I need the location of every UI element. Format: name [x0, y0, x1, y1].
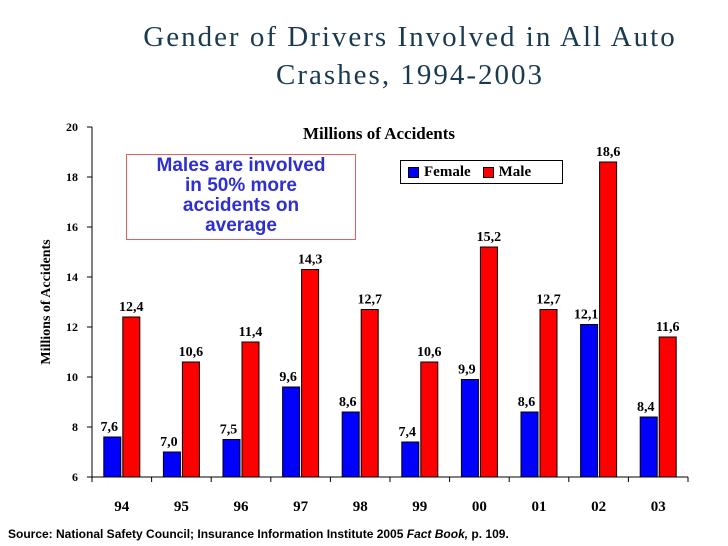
plot-area: 6 8 10 12 14 16 18 20 94 7,6 12,4 95 7,0 10,6 96 7,5 11,…: [66, 120, 689, 515]
data-label-female: 7,6: [101, 420, 119, 435]
bar-male: [181, 361, 200, 478]
bar-male: [420, 361, 439, 478]
data-label-male: 14,3: [298, 253, 323, 268]
data-label-male: 11,4: [239, 325, 263, 340]
legend: Female Male: [400, 160, 563, 184]
x-tick-label: 01: [532, 499, 547, 515]
legend-item-female: Female: [408, 164, 471, 181]
legend-label-male: Male: [498, 163, 532, 180]
x-tick-label: 03: [651, 499, 666, 515]
callout-line-3: accidents on: [182, 195, 300, 216]
data-label-male: 12,4: [119, 300, 144, 315]
legend-swatch-female: [408, 166, 419, 178]
legend-label-female: Female: [424, 163, 471, 180]
x-tick-label: 97: [293, 499, 309, 515]
data-label-male: 12,7: [536, 293, 561, 308]
data-label-female: 7,5: [220, 423, 238, 438]
callout-line-2: in 50% more: [185, 175, 297, 196]
data-label-male: 12,7: [357, 293, 382, 308]
y-tick-label: 14: [66, 270, 78, 284]
bar-female: [520, 411, 539, 478]
bar-female: [222, 439, 241, 478]
x-tick-label: 98: [353, 499, 368, 515]
data-label-male: 10,6: [179, 345, 204, 360]
bar-male: [241, 341, 260, 478]
source-book: Fact Book,: [406, 527, 469, 541]
bar-male: [479, 246, 498, 478]
y-tick-label: 8: [72, 420, 78, 434]
y-tick-label: 10: [66, 370, 78, 384]
bar-male: [360, 309, 379, 478]
data-label-female: 12,1: [574, 308, 599, 323]
data-label-male: 15,2: [477, 230, 502, 245]
legend-swatch-male: [482, 166, 494, 178]
data-label-female: 7,0: [160, 435, 178, 450]
x-tick-label: 02: [591, 499, 606, 515]
data-label-female: 9,6: [279, 370, 297, 385]
bar-female: [401, 441, 420, 478]
bar-female: [460, 379, 479, 478]
data-label-male: 18,6: [596, 145, 621, 160]
slide-title-line-2: Crashes, 1994-2003: [276, 59, 544, 91]
x-tick-label: 95: [174, 499, 189, 515]
callout-line-1: Males are involved: [156, 155, 326, 176]
bar-male: [658, 336, 677, 478]
data-label-female: 9,9: [458, 363, 476, 378]
data-label-male: 10,6: [417, 345, 442, 360]
y-axis-label: Millions of Accidents: [39, 239, 54, 365]
bar-female: [103, 436, 122, 478]
source-suffix: p. 109.: [468, 527, 509, 541]
x-tick-label: 00: [472, 499, 487, 515]
callout-box: Males are involved in 50% more accidents…: [126, 154, 356, 240]
x-tick-label: 94: [114, 499, 130, 515]
y-tick-label: 6: [72, 470, 78, 484]
data-label-male: 11,6: [656, 320, 680, 335]
slide-title-line-1: Gender of Drivers Involved in All Auto: [143, 21, 677, 53]
bar-female: [580, 324, 599, 478]
bar-female: [162, 451, 181, 478]
slide-title: Gender of Drivers Involved in All Auto C…: [90, 18, 728, 94]
bar-male: [539, 309, 558, 478]
bar-male: [122, 316, 141, 478]
source-note: Source: National Safety Council; Insuran…: [8, 527, 509, 541]
bar-male: [599, 161, 618, 478]
x-tick-label: 96: [234, 499, 250, 515]
callout-line-4: average: [205, 215, 277, 236]
y-tick-label: 12: [66, 320, 78, 334]
chart-title: Millions of Accidents: [303, 124, 455, 143]
data-label-female: 8,4: [637, 400, 655, 415]
bar-female: [282, 386, 301, 478]
y-tick-label: 16: [66, 220, 78, 234]
legend-item-male: Male: [482, 163, 532, 181]
x-tick-label: 99: [412, 499, 427, 515]
source-prefix: Source: National Safety Council; Insuran…: [8, 527, 407, 541]
data-label-female: 7,4: [399, 425, 417, 440]
bar-female: [341, 411, 360, 478]
y-tick-label: 18: [66, 170, 78, 184]
data-label-female: 8,6: [339, 395, 357, 410]
data-label-female: 8,6: [518, 395, 536, 410]
bar-male: [301, 269, 320, 478]
y-tick-label: 20: [66, 120, 78, 134]
bar-female: [639, 416, 658, 478]
